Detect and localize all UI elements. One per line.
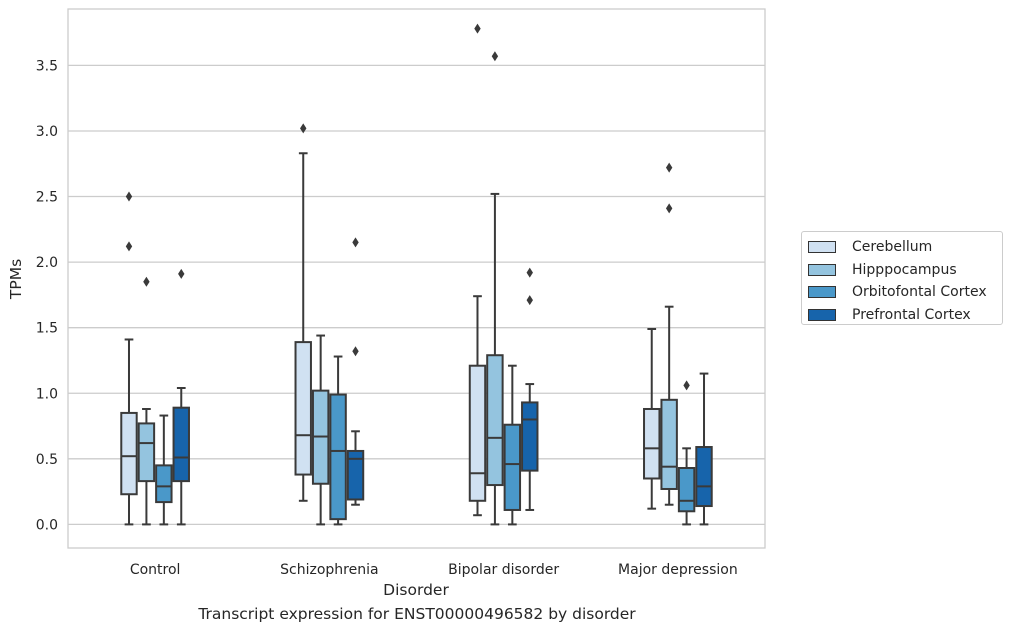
box-group [486,51,504,526]
box-group [155,414,173,526]
outlier-point [665,162,673,173]
box-group [677,380,696,526]
legend-swatch [808,286,836,299]
outlier-point [125,241,133,252]
y-tick-label: 2.0 [36,255,58,271]
box [294,341,312,476]
box-group [521,267,539,511]
x-tick-label: Control [130,562,181,578]
legend-label: Hipppocampus [852,261,957,278]
box [137,422,156,483]
legend-label: Prefrontal Cortex [852,307,971,324]
box [346,449,365,501]
legend-swatch [808,241,836,254]
legend-item: Cerebellum [808,236,1002,259]
box [660,398,678,490]
box-group [346,237,365,506]
box-group [294,123,312,502]
legend-item: Hipppocampus [808,259,1002,282]
y-tick-label: 1.0 [36,386,58,402]
box [521,401,539,472]
outlier-point [474,23,481,34]
outlier-point [352,237,359,248]
x-tick-labels: Control Schizophrenia Bipolar disorder Majo… [130,562,738,578]
box-group [137,276,156,526]
x-axis-label: Disorder [383,581,449,599]
y-tick-label: 2.5 [36,190,58,206]
outlier-point [665,203,673,214]
box [155,464,173,504]
box [468,364,487,502]
outlier-point [491,51,499,62]
legend-item: Orbitofontal Cortex [808,281,1002,304]
box-group [660,162,678,506]
outlier-point [526,267,533,278]
box-group [503,364,522,526]
x-tick-label: Major depression [618,562,738,578]
box [329,393,347,521]
box-group [120,191,138,526]
box-group [468,23,487,517]
box [677,467,696,513]
legend-swatch [808,309,836,322]
legend-label: Cerebellum [852,239,933,256]
box [172,406,190,483]
outlier-point [143,276,150,287]
boxplots [120,23,713,526]
outlier-point [683,380,690,391]
legend-item: Prefrontal Cortex [808,304,1002,327]
y-tick-labels: 0.0 0.5 1.0 1.5 2.0 2.5 3.0 3.5 [36,58,58,533]
y-tick-label: 0.0 [36,517,58,533]
y-tick-label: 1.5 [36,321,58,337]
x-tick-label: Schizophrenia [280,562,378,578]
outlier-point [178,268,185,279]
box [643,407,661,480]
box-group [329,355,347,526]
outlier-point [300,123,307,134]
box [695,446,713,508]
box [486,354,504,487]
box [503,423,522,511]
box-group [172,268,190,526]
outlier-point [526,295,533,306]
figure-caption: Transcript expression for ENST0000049658… [198,605,636,623]
x-tick-label: Bipolar disorder [448,562,559,578]
box-group [643,327,661,510]
legend-swatch [808,263,836,276]
y-axis-label: TPMs [7,259,25,300]
y-tick-label: 0.5 [36,452,58,468]
legend-label: Orbitofontal Cortex [852,284,987,301]
box-group [311,334,330,526]
box-group [695,372,713,526]
legend: Cerebellum Hipppocampus Orbitofontal Corte… [801,231,1003,325]
outlier-point [352,346,359,357]
y-tick-label: 3.0 [36,124,58,140]
box [120,411,138,496]
outlier-point [125,191,133,202]
plot-frame [67,8,766,549]
y-tick-label: 3.5 [36,58,58,74]
